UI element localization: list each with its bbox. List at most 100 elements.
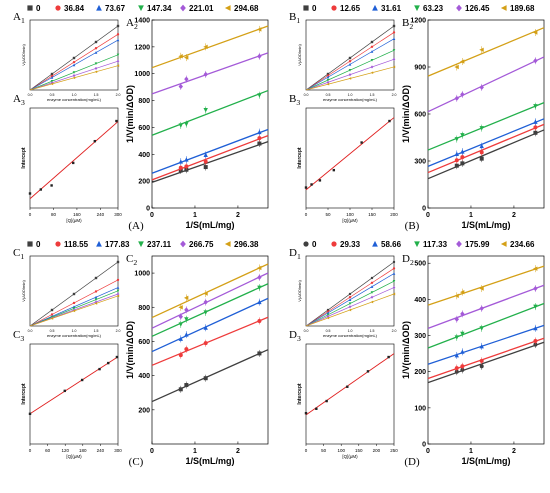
y-axis-label: V(ΔOD/min) [21, 44, 26, 66]
point [533, 130, 538, 135]
point [454, 163, 459, 168]
y-tick-label: 400 [414, 297, 426, 304]
point [304, 186, 308, 189]
x-tick-label: 2.0 [116, 329, 121, 333]
point [304, 411, 308, 415]
legend-label: 0 [36, 4, 41, 13]
point [115, 355, 119, 359]
point [460, 364, 465, 369]
fit-line-0 [427, 129, 545, 180]
x-tick-label: 1.5 [370, 329, 375, 333]
legend-label: 221.01 [189, 4, 214, 13]
legend-label: 63.23 [423, 4, 444, 13]
point [326, 78, 330, 82]
subplot-frame [29, 107, 119, 209]
point [533, 325, 538, 331]
point [98, 367, 101, 371]
x-tick-label: 300 [114, 212, 122, 217]
point [50, 82, 54, 86]
legend-label: 0 [312, 4, 317, 13]
point [257, 299, 262, 305]
y-tick-label: 1200 [134, 44, 150, 51]
y-axis-label: 1/V(min/ΔOD) [125, 85, 135, 143]
subplot-label: C2 [126, 253, 137, 267]
point [203, 107, 208, 113]
point [388, 119, 391, 123]
fit-line-3 [427, 101, 545, 151]
y-tick-label: 800 [138, 305, 150, 312]
point [50, 317, 54, 320]
point [50, 313, 54, 316]
point [203, 71, 208, 77]
x-tick-label: 50 [325, 212, 331, 217]
point [72, 74, 76, 78]
fit-line-1 [427, 123, 545, 174]
fit-line-4 [427, 56, 545, 113]
fit-line-3 [151, 283, 269, 337]
point [392, 292, 396, 296]
fit-line-3 [427, 302, 545, 349]
legend: 0 12.65 31.61 63.23 126.45 189.68 [303, 4, 535, 13]
x-tick-label: 80 [51, 212, 57, 217]
y-tick-label: 0 [422, 442, 426, 449]
subplot-b2: B2 0 300 600 900 1200 0 1 21/S(mL/mg) 1/V(min/ΔOD… [401, 17, 545, 230]
legend: 0 118.55 177.83 237.11 266.75 296.38 [27, 240, 259, 249]
point [257, 129, 262, 135]
point [533, 30, 538, 35]
point [178, 165, 183, 170]
x-tick-label: 150 [355, 448, 363, 453]
point [257, 53, 262, 59]
legend-marker [414, 5, 420, 12]
point [348, 77, 352, 80]
x-tick-label: 2 [512, 448, 516, 455]
legend-marker [500, 5, 507, 11]
y-axis-label: V(ΔOD/min) [297, 44, 302, 66]
x-axis-label: 1/S(mL/mg) [185, 456, 234, 466]
point [533, 304, 538, 310]
point [479, 47, 484, 52]
point [392, 49, 396, 52]
subplot-d3: D3 0 50 100 150 200 250 [Q](μM) Intercept [289, 329, 398, 459]
point [50, 308, 54, 312]
point [178, 83, 183, 90]
fit-line [29, 356, 119, 415]
point [392, 31, 396, 34]
subplot-frame [29, 19, 119, 91]
point [184, 76, 189, 82]
point [460, 149, 465, 154]
y-tick-label: 200 [138, 179, 150, 186]
subplot-label: A2 [126, 17, 138, 31]
point [454, 137, 459, 142]
point [257, 285, 262, 291]
point [178, 54, 183, 59]
point [203, 152, 208, 157]
point [203, 341, 208, 346]
point [63, 389, 66, 393]
point [116, 53, 120, 57]
point [454, 95, 459, 101]
x-tick-label: 0.0 [28, 329, 33, 333]
legend-marker [224, 241, 231, 247]
legend-marker [138, 5, 144, 12]
point [460, 331, 465, 337]
point [72, 301, 76, 305]
x-tick-label: 1.5 [370, 93, 375, 97]
point [116, 260, 120, 264]
point [454, 151, 459, 156]
legend-marker [331, 5, 337, 11]
x-tick-label: 250 [390, 448, 398, 453]
point [115, 119, 118, 123]
y-tick-label: 100 [414, 405, 426, 412]
x-axis-label: enzyme concentration(mg/mL) [323, 97, 378, 102]
point [533, 119, 538, 124]
subplot-label: A1 [13, 11, 25, 25]
subplot-a3: A3 0 80 160 240 300 [Q](μM) Intercept [13, 93, 122, 223]
panel-caption: (B) [405, 220, 420, 232]
x-tick-label: 1.5 [94, 93, 99, 97]
point [178, 322, 183, 327]
legend-marker [414, 241, 420, 248]
fit-line-0 [151, 140, 269, 184]
point [203, 44, 208, 50]
x-axis-label: [Q](μM) [66, 218, 82, 223]
fit-line-0 [427, 341, 545, 384]
